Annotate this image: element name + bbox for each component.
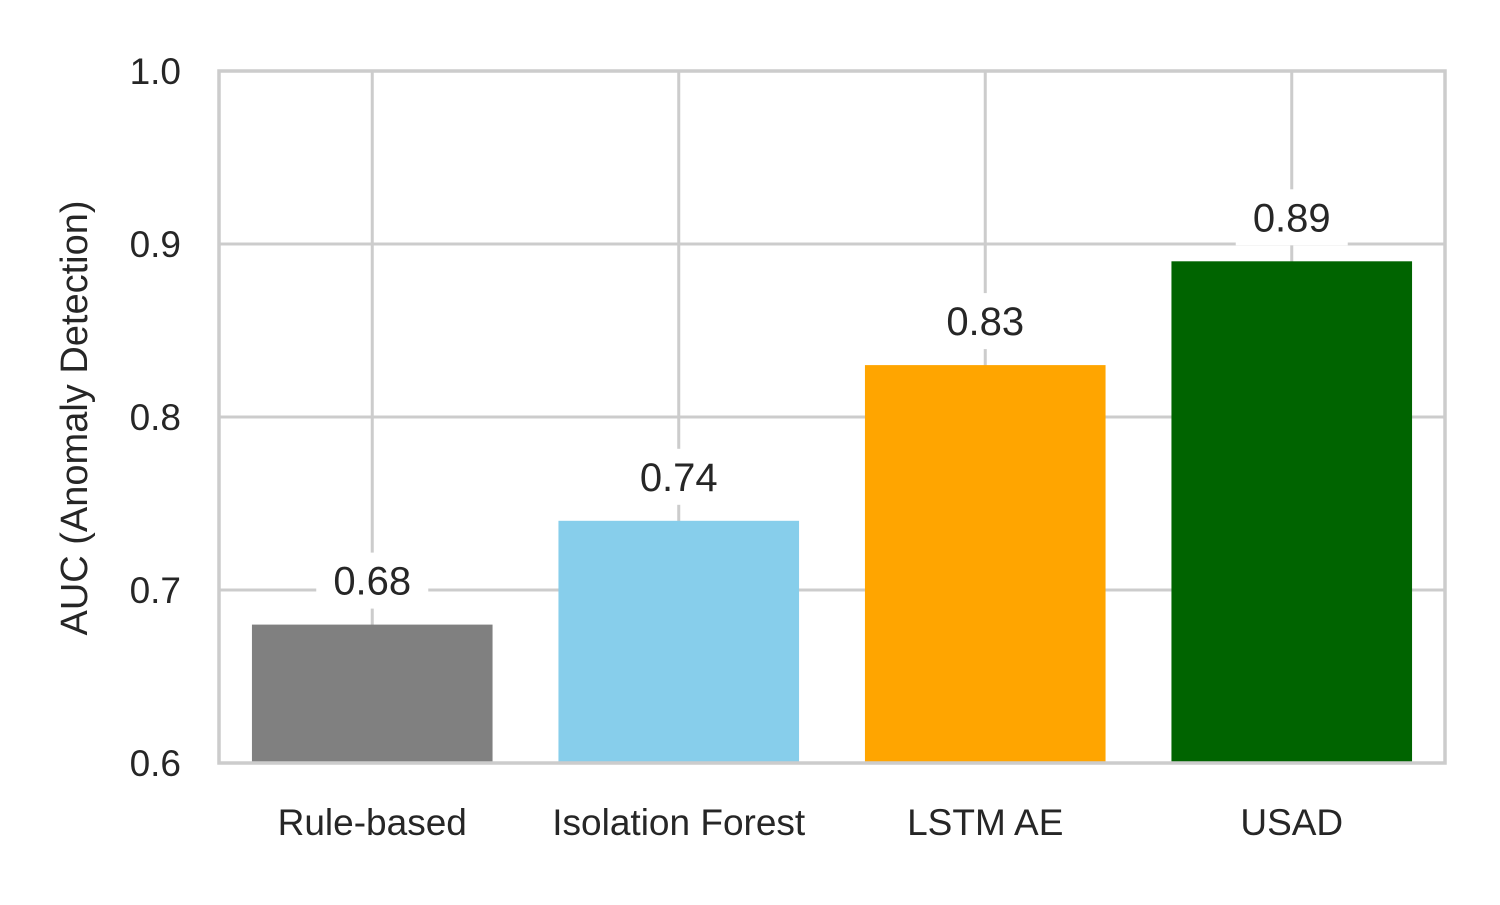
x-tick-label: USAD [1240,802,1343,843]
y-tick-label: 0.6 [130,743,181,784]
y-tick-label: 0.8 [130,397,181,438]
data-label: 0.83 [946,300,1024,344]
y-axis-ticks: 0.6 0.7 0.8 0.9 1.0 [130,51,181,784]
plot-frame [217,69,1447,765]
data-label-background [929,293,1042,350]
x-tick-label: Rule-based [278,802,467,843]
axes-frame [217,69,1447,765]
y-tick-label: 1.0 [130,51,181,92]
data-label: 0.68 [333,560,411,604]
x-tick-label: Isolation Forest [552,802,806,843]
bar-usad [1171,261,1413,763]
x-tick-label: LSTM AE [907,802,1063,843]
data-label-background [622,448,735,505]
bar-lstm-ae [864,365,1106,763]
bars [251,261,1413,763]
bar-isolation-forest [558,520,800,763]
data-label-background [1235,189,1348,246]
y-tick-label: 0.7 [130,570,181,611]
data-labels: 0.68 0.74 0.83 0.89 [316,189,1348,609]
y-axis-label: AUC (Anomaly Detection) [54,200,96,635]
bar-rule-based [251,624,493,763]
y-tick-label: 0.9 [130,224,181,265]
data-label-background [316,552,429,609]
data-label: 0.89 [1253,196,1331,240]
x-axis-ticks: Rule-based Isolation Forest LSTM AE USAD [278,802,1344,843]
data-label: 0.74 [640,456,718,500]
